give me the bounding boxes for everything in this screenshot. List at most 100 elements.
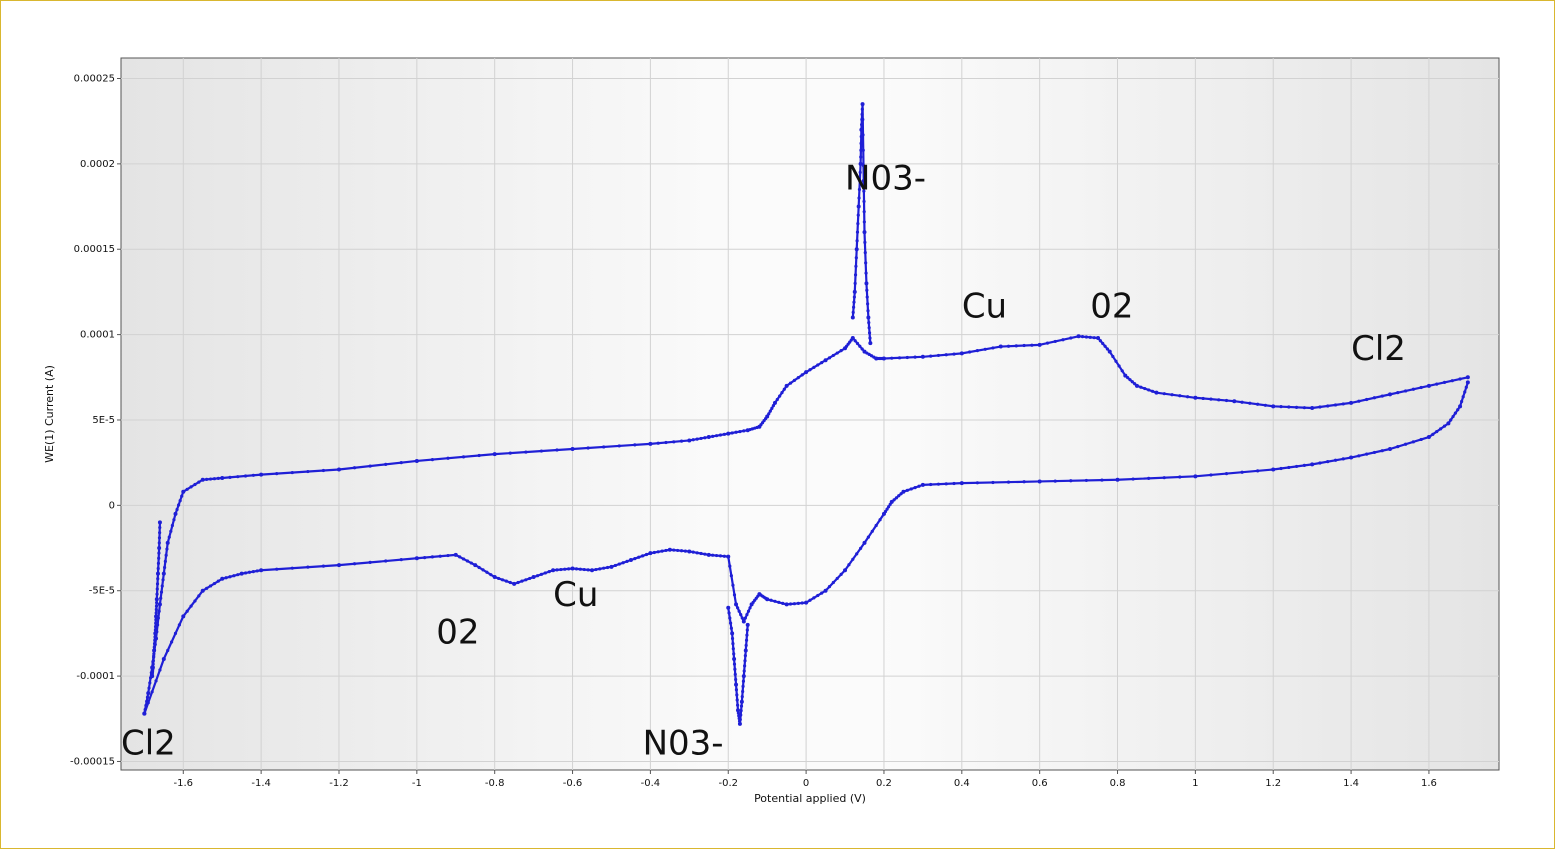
data-point (247, 570, 252, 574)
data-point (861, 133, 865, 137)
data-point (306, 469, 310, 474)
data-point (739, 704, 744, 708)
data-point (1465, 380, 1470, 385)
data-point (858, 344, 862, 348)
data-point (735, 606, 740, 610)
data-point (458, 555, 462, 559)
data-point (170, 523, 174, 528)
data-point (851, 305, 856, 309)
data-point (1458, 377, 1462, 381)
y-tick-label: -0.0001 (76, 671, 115, 682)
data-point (894, 496, 899, 500)
data-point (193, 482, 197, 487)
data-point (888, 502, 892, 506)
data-point (461, 557, 466, 561)
data-point (1341, 457, 1345, 461)
data-point (746, 609, 751, 613)
x-tick-label: -1.4 (251, 778, 271, 789)
data-point (644, 552, 649, 557)
data-point (1139, 385, 1143, 389)
data-point (868, 336, 872, 340)
data-point (858, 179, 862, 183)
data-point (414, 458, 419, 463)
data-point (465, 559, 470, 563)
data-point (1162, 392, 1166, 396)
annotation-label: Cl2 (1351, 329, 1406, 369)
data-point (152, 652, 156, 656)
data-point (154, 597, 159, 602)
data-point (741, 674, 746, 679)
annotation-label: 02 (436, 613, 479, 653)
data-point (165, 540, 170, 545)
data-point (1256, 469, 1260, 473)
x-tick-label: -0.4 (641, 778, 661, 789)
data-point (731, 642, 735, 646)
data-point (1294, 464, 1299, 469)
data-point (745, 628, 749, 632)
data-point (1419, 437, 1423, 442)
data-point (216, 476, 220, 480)
data-point (1450, 379, 1454, 383)
data-point (1143, 386, 1147, 391)
data-point (733, 667, 737, 671)
data-point (384, 462, 388, 466)
data-point (778, 394, 782, 398)
data-point (236, 573, 240, 577)
x-axis-label: Potential applied (V) (754, 792, 866, 805)
data-point (869, 354, 874, 358)
data-point (771, 404, 776, 408)
data-point (1453, 411, 1458, 415)
data-point (492, 452, 497, 457)
data-point (167, 535, 171, 539)
data-point (1279, 466, 1283, 471)
data-point (861, 163, 866, 168)
x-tick-label: -0.8 (485, 778, 505, 789)
data-point (290, 566, 294, 570)
data-point (520, 579, 524, 583)
y-tick-label: -0.00015 (70, 756, 115, 767)
data-point (741, 689, 745, 694)
data-point (633, 557, 637, 561)
data-point (796, 601, 800, 605)
data-point (161, 571, 166, 576)
data-point (1162, 476, 1166, 480)
data-point (920, 354, 925, 359)
data-point (858, 161, 863, 166)
data-point (251, 569, 255, 574)
data-point (890, 356, 894, 360)
data-point (193, 599, 197, 603)
data-point (1411, 387, 1415, 391)
data-point (714, 434, 719, 438)
data-point (853, 339, 857, 343)
data-point (251, 473, 255, 477)
data-point (1310, 406, 1315, 411)
data-point (621, 561, 625, 565)
data-point (153, 628, 158, 632)
data-point (158, 525, 162, 530)
data-point (745, 633, 749, 637)
data-point (861, 178, 866, 183)
data-point (1232, 399, 1237, 404)
data-point (866, 302, 870, 306)
data-point (156, 561, 161, 566)
data-point (1349, 400, 1354, 405)
data-point (156, 577, 160, 581)
data-point (1061, 338, 1065, 342)
data-point (913, 485, 917, 490)
data-point (731, 647, 735, 651)
data-point (1185, 395, 1190, 399)
data-point (637, 555, 641, 559)
data-point (827, 356, 832, 360)
data-point (1372, 396, 1377, 400)
data-point (625, 559, 629, 563)
data-point (1396, 445, 1400, 449)
data-point (1224, 471, 1229, 476)
data-point (1333, 403, 1338, 407)
data-point (865, 295, 869, 299)
data-point (200, 588, 205, 593)
data-point (735, 693, 739, 697)
x-tick-label: -1.2 (329, 778, 349, 789)
data-point (1178, 394, 1182, 398)
data-point (1449, 418, 1453, 422)
data-point (1357, 399, 1361, 403)
